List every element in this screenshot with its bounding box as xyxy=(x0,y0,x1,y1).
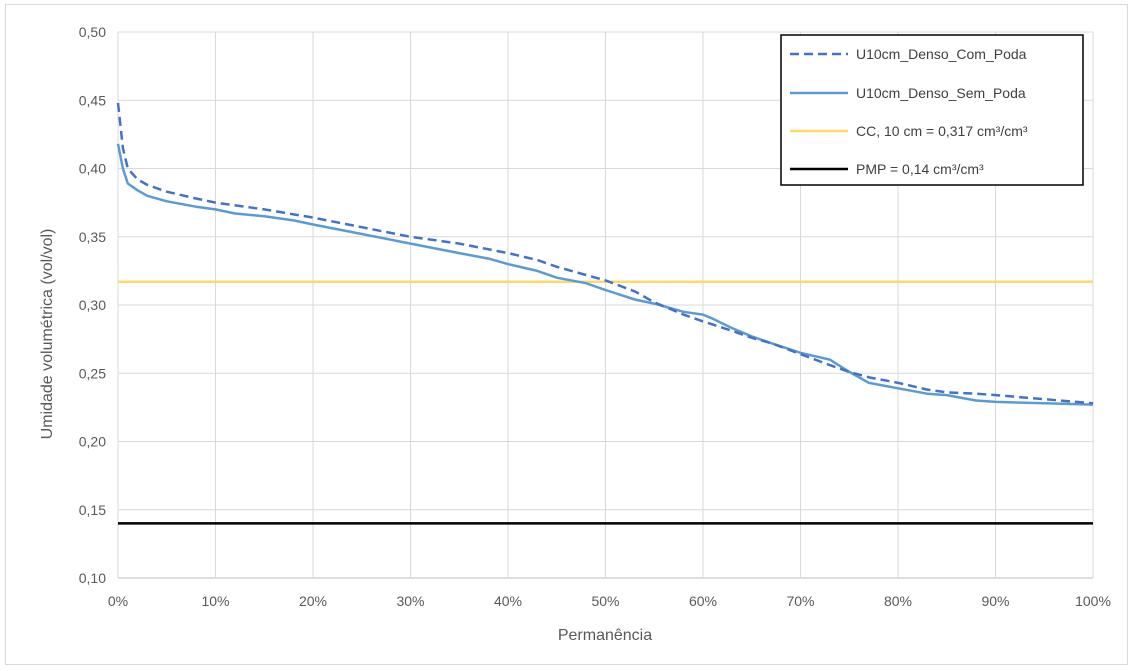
x-tick-label: 100% xyxy=(1075,593,1111,609)
legend-label: CC, 10 cm = 0,317 cm³/cm³ xyxy=(856,123,1028,139)
x-tick-label: 80% xyxy=(884,593,912,609)
x-tick-label: 60% xyxy=(689,593,717,609)
x-tick-label: 10% xyxy=(201,593,229,609)
x-tick-label: 70% xyxy=(786,593,814,609)
legend-label: U10cm_Denso_Sem_Poda xyxy=(856,85,1026,101)
y-axis-ticks: 0,10 0,15 0,20 0,25 0,30 0,35 0,40 0,45 0,50 xyxy=(79,24,106,586)
x-tick-label: 40% xyxy=(494,593,522,609)
x-axis-ticks: 0% 10% 20% 30% 40% 50% 60% 70% 80% 90% 100% xyxy=(108,593,1111,609)
y-axis-title: Umidade volumétrica (vol/vol) xyxy=(39,229,56,440)
y-tick-label: 0,40 xyxy=(79,161,106,177)
series-line-0 xyxy=(116,102,1094,405)
legend-label: PMP = 0,14 cm³/cm³ xyxy=(856,161,984,177)
x-axis-title: Permanência xyxy=(558,627,652,644)
legend-box xyxy=(780,34,1084,186)
x-tick-label: 20% xyxy=(299,593,327,609)
series-layer xyxy=(116,102,1094,525)
y-tick-label: 0,25 xyxy=(79,365,106,381)
y-tick-label: 0,30 xyxy=(79,297,106,313)
x-tick-label: 0% xyxy=(108,593,128,609)
y-tick-label: 0,20 xyxy=(79,434,106,450)
legend-label: U10cm_Denso_Com_Poda xyxy=(856,46,1027,62)
x-tick-label: 50% xyxy=(591,593,619,609)
y-tick-label: 0,15 xyxy=(79,502,106,518)
y-tick-label: 0,50 xyxy=(79,24,106,40)
y-tick-label: 0,45 xyxy=(79,92,106,108)
x-tick-label: 30% xyxy=(396,593,424,609)
legend: U10cm_Denso_Com_Poda U10cm_Denso_Sem_Poda… xyxy=(780,34,1084,186)
y-tick-label: 0,10 xyxy=(79,570,106,586)
x-tick-label: 90% xyxy=(981,593,1009,609)
series-line-1 xyxy=(116,143,1094,406)
y-tick-label: 0,35 xyxy=(79,229,106,245)
